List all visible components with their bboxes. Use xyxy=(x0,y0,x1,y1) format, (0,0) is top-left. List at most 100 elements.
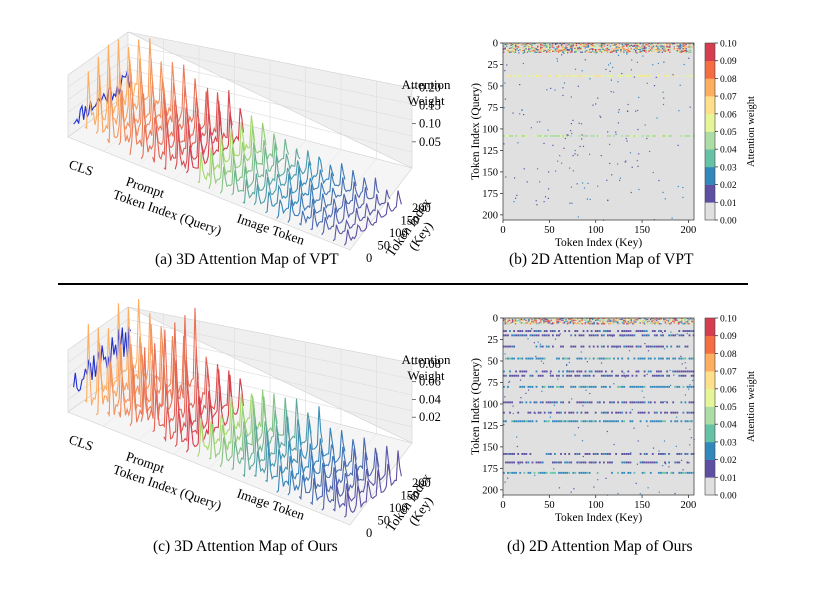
colorbar-tick-label: 0.00 xyxy=(720,492,737,502)
heatmap-band-cell xyxy=(560,420,562,423)
heatmap-scatter-point xyxy=(661,331,664,334)
heatmap-cell xyxy=(592,322,594,324)
heatmap-cell xyxy=(651,323,653,325)
heatmap-cell xyxy=(592,44,594,46)
heatmap-cell xyxy=(523,43,526,46)
heatmap-cell xyxy=(666,323,668,325)
heatmap-band-cell xyxy=(590,135,593,137)
heatmap-band-cell xyxy=(631,334,634,337)
heatmap-scatter-point xyxy=(662,465,664,467)
y-tick-label: 25 xyxy=(488,335,499,346)
heatmap-scatter-point xyxy=(548,171,550,173)
heatmap-band-cell xyxy=(586,385,589,388)
heatmap-cell xyxy=(675,45,677,47)
heatmap-cell xyxy=(575,51,578,53)
heatmap-band-cell xyxy=(519,461,522,464)
heatmap-band-cell xyxy=(509,411,511,414)
heatmap-cell xyxy=(691,320,693,322)
heatmap-band-cell xyxy=(517,420,520,423)
heatmap-cell xyxy=(572,46,575,48)
y-tick-label: 150 xyxy=(401,489,420,503)
heatmap-scatter-point xyxy=(519,379,522,381)
heatmap-band-cell xyxy=(572,345,575,348)
heatmap-cell xyxy=(537,49,539,51)
heatmap-band-cell xyxy=(574,74,577,77)
heatmap-scatter-point xyxy=(571,398,573,400)
heatmap-band-cell xyxy=(666,370,668,373)
heatmap-band-cell xyxy=(580,461,583,464)
heatmap-scatter-point xyxy=(599,115,601,117)
chart-3d-vpt: 0.050.100.150.20AttentionWeight050100150… xyxy=(67,31,451,265)
heatmap-band-cell xyxy=(674,411,677,414)
heatmap-cell xyxy=(504,48,506,50)
heatmap-cell xyxy=(511,50,514,52)
colorbar-segment xyxy=(705,477,715,496)
heatmap-cell xyxy=(649,321,652,323)
heatmap-cell xyxy=(685,318,687,321)
heatmap-cell xyxy=(574,318,576,321)
heatmap-cell xyxy=(681,50,683,52)
heatmap-band-cell xyxy=(588,345,591,348)
heatmap-cell xyxy=(508,49,511,51)
heatmap-band-cell xyxy=(523,471,526,474)
heatmap-cell xyxy=(592,43,594,45)
heatmap-cell xyxy=(642,45,644,47)
heatmap-cell xyxy=(543,43,545,45)
heatmap-cell xyxy=(603,322,606,324)
heatmap-cell xyxy=(547,47,549,49)
heatmap-band-cell xyxy=(621,401,624,404)
heatmap-scatter-point xyxy=(579,145,581,148)
heatmap-cell xyxy=(687,51,689,53)
heatmap-scatter-point xyxy=(581,358,583,360)
heatmap-band-cell xyxy=(503,370,505,373)
heatmap-band-cell xyxy=(507,135,509,137)
heatmap-band-cell xyxy=(660,411,662,414)
heatmap-band-cell xyxy=(653,461,656,464)
heatmap-band-cell xyxy=(611,374,613,377)
heatmap-cell xyxy=(550,319,552,321)
z-tick-label: 0.02 xyxy=(419,410,441,424)
heatmap-band-cell xyxy=(680,370,683,373)
heatmap-band-cell xyxy=(662,385,664,388)
heatmap-band-cell xyxy=(537,471,540,474)
heatmap-cell xyxy=(547,50,549,52)
heatmap-cell xyxy=(507,318,509,320)
heatmap-cell xyxy=(566,47,569,49)
heatmap-band-cell xyxy=(580,411,583,414)
heatmap-cell xyxy=(590,321,592,323)
heatmap-cell xyxy=(614,50,616,52)
heatmap-cell xyxy=(549,320,551,322)
heatmap-cell xyxy=(562,43,564,45)
heatmap-cell xyxy=(627,322,629,324)
heatmap-scatter-point xyxy=(536,121,538,123)
heatmap-band-cell xyxy=(558,420,560,423)
ridge-line-image-token xyxy=(276,164,335,219)
heatmap-band-cell xyxy=(674,420,677,423)
heatmap-scatter-point xyxy=(567,134,569,136)
heatmap-band-cell xyxy=(613,345,615,348)
heatmap-cell xyxy=(523,318,526,320)
heatmap-band-cell xyxy=(570,74,573,77)
heatmap-band-cell xyxy=(543,420,546,423)
heatmap-scatter-point xyxy=(655,76,657,78)
heatmap-band-cell xyxy=(523,135,526,137)
heatmap-cell xyxy=(621,320,624,322)
heatmap-band-cell xyxy=(549,370,552,373)
heatmap-band-cell xyxy=(688,370,691,373)
heatmap-cell xyxy=(532,49,535,52)
heatmap-band-cell xyxy=(605,330,607,332)
heatmap-cell xyxy=(602,49,604,52)
heatmap-cell xyxy=(673,43,675,45)
heatmap-scatter-point xyxy=(539,343,541,345)
heatmap-band-cell xyxy=(588,385,591,388)
heatmap-band-cell xyxy=(511,461,513,464)
heatmap-band-cell xyxy=(576,370,579,373)
heatmap-band-cell xyxy=(525,370,528,373)
heatmap-cell xyxy=(654,323,656,325)
heatmap-band-cell xyxy=(631,385,634,388)
heatmap-cell xyxy=(554,321,557,323)
heatmap-cell xyxy=(688,45,690,47)
heatmap-cell xyxy=(587,318,589,320)
ridge-line-image-token xyxy=(242,398,301,478)
heatmap-band-cell xyxy=(680,374,683,377)
